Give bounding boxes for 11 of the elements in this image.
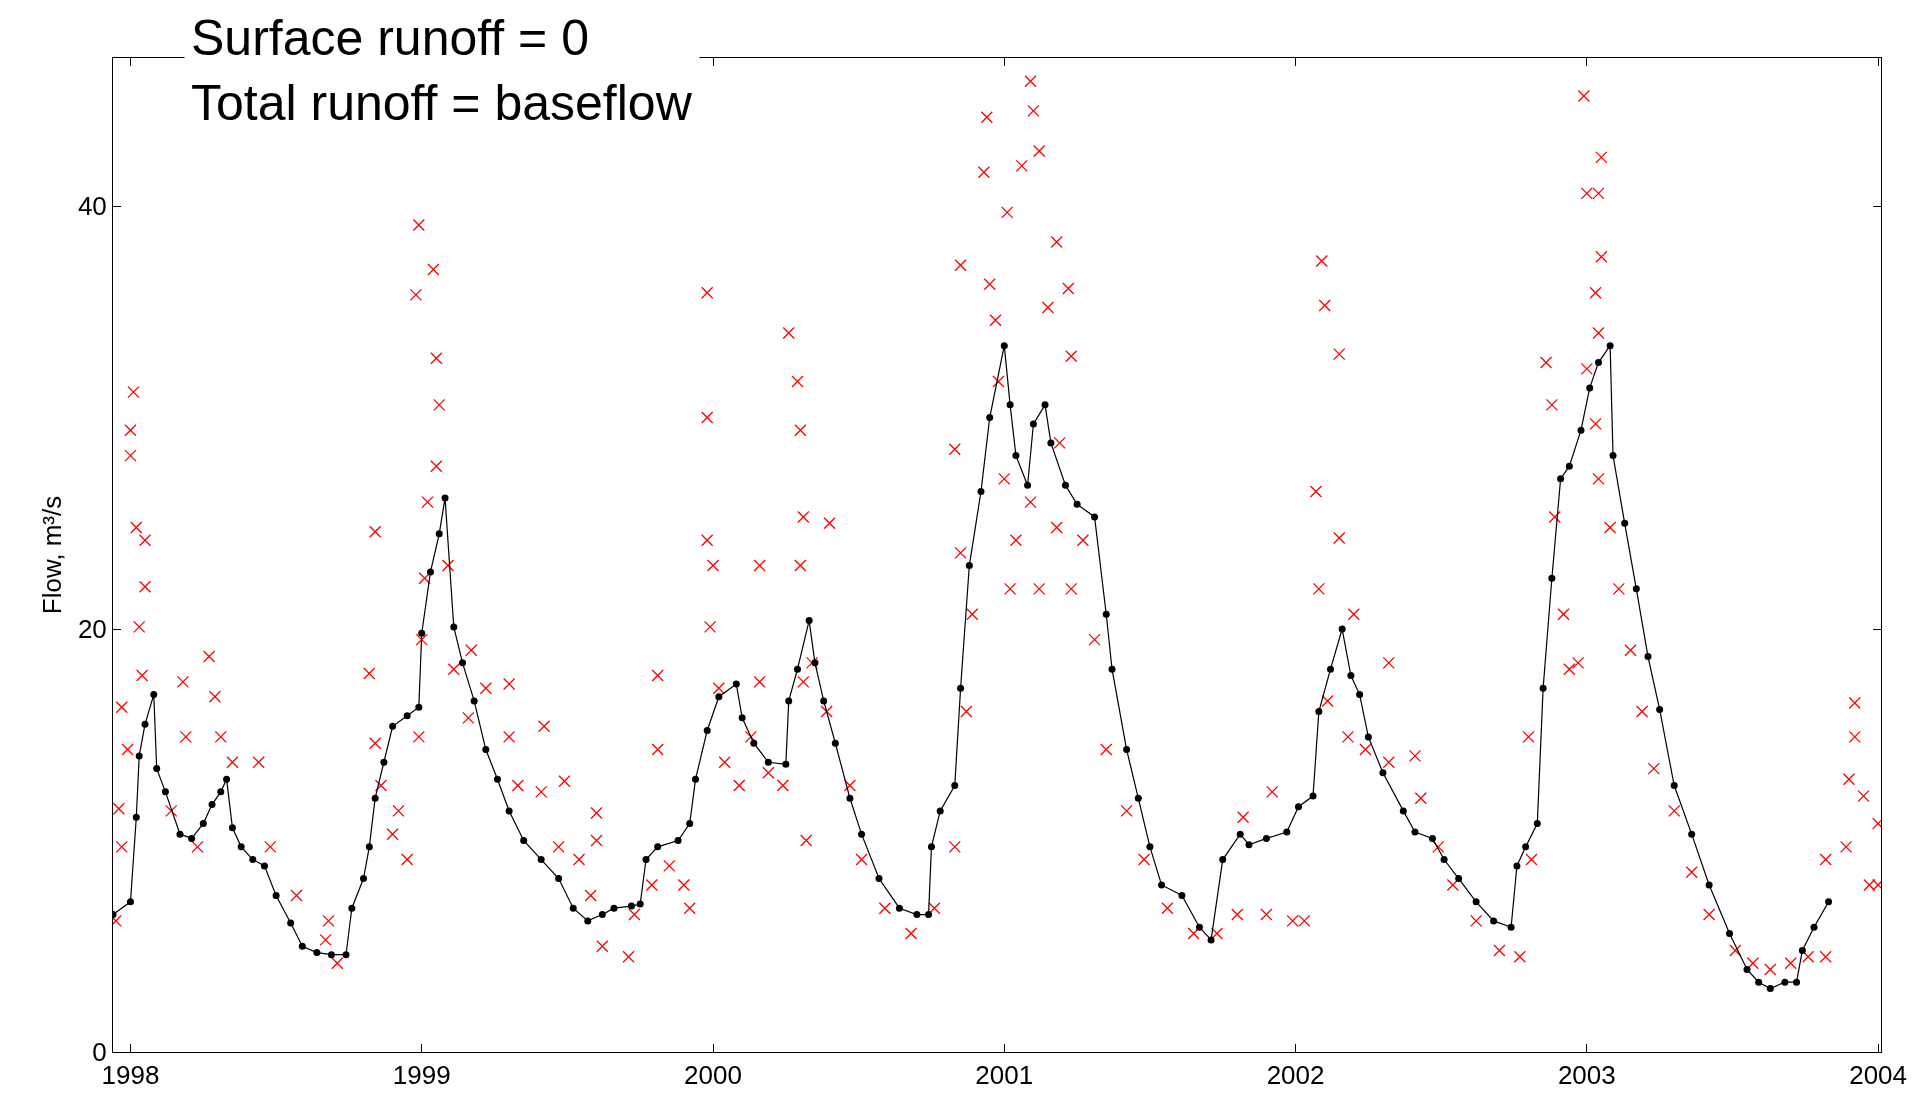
x-tick-label: 2003	[1557, 1060, 1616, 1091]
x-tick-label: 1999	[392, 1060, 451, 1091]
y-axis-title: Flow, m³/s	[37, 495, 68, 615]
x-tick-label: 2001	[975, 1060, 1034, 1091]
x-tick-label: 2002	[1266, 1060, 1325, 1091]
x-tick-label: 2004	[1849, 1060, 1908, 1091]
y-tick-label: 40	[77, 191, 107, 222]
annotation: Total runoff = baseflow	[191, 75, 693, 131]
x-tick-label: 2000	[684, 1060, 742, 1091]
annotation: Surface runoff = 0	[191, 10, 589, 66]
y-tick-label: 20	[77, 614, 107, 645]
